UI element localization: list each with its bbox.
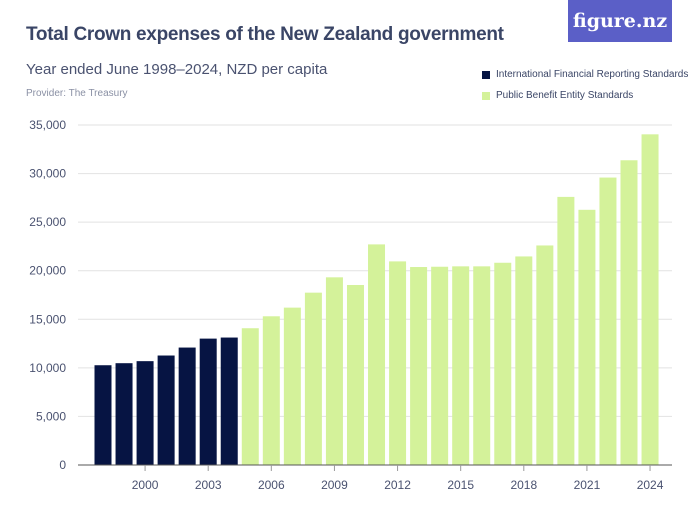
bar-2013 (410, 267, 428, 465)
bar-2023 (620, 160, 638, 465)
bar-2019 (536, 245, 554, 465)
x-tick-label: 2006 (258, 478, 285, 492)
bar-2008 (304, 292, 322, 465)
legend-swatch (482, 70, 490, 79)
bar-2001 (157, 355, 175, 465)
bar-2018 (515, 256, 533, 465)
y-tick-label: 25,000 (29, 215, 66, 229)
x-tick-label: 2024 (637, 478, 664, 492)
bar-2009 (325, 277, 343, 465)
bar-1999 (115, 363, 133, 465)
bar-2011 (368, 244, 386, 465)
bar-2005 (241, 328, 259, 465)
bar-2017 (494, 262, 512, 465)
bar-2020 (557, 196, 575, 465)
bar-2022 (599, 177, 617, 465)
figure-nz-logo[interactable]: figure.nz (568, 0, 672, 42)
bar-2000 (136, 361, 154, 465)
bar-2015 (452, 266, 470, 465)
y-tick-label: 5,000 (36, 409, 66, 423)
x-tick-label: 2018 (510, 478, 537, 492)
x-tick-label: 2000 (132, 478, 159, 492)
bar-2010 (346, 284, 364, 465)
legend-item-ifrs: International Financial Reporting Standa… (482, 64, 688, 85)
bar-2014 (431, 266, 449, 465)
y-tick-label: 20,000 (29, 264, 66, 278)
bar-2012 (389, 261, 407, 465)
bar-2004 (220, 337, 238, 465)
legend: International Financial Reporting Standa… (482, 64, 688, 106)
x-tick-label: 2009 (321, 478, 348, 492)
chart-title: Total Crown expenses of the New Zealand … (26, 24, 504, 45)
bar-1998 (94, 365, 112, 465)
y-tick-label: 35,000 (29, 118, 66, 132)
x-tick-label: 2012 (384, 478, 411, 492)
bar-2003 (199, 338, 217, 465)
legend-item-pbe: Public Benefit Entity Standards (482, 85, 688, 106)
y-tick-label: 10,000 (29, 361, 66, 375)
bar-2007 (283, 307, 301, 465)
y-tick-label: 15,000 (29, 312, 66, 326)
y-tick-label: 30,000 (29, 167, 66, 181)
bar-2006 (262, 316, 280, 465)
chart-subtitle: Year ended June 1998–2024, NZD per capit… (26, 61, 328, 78)
bar-2021 (578, 209, 596, 465)
x-tick-label: 2003 (195, 478, 222, 492)
legend-label: International Financial Reporting Standa… (496, 69, 689, 80)
x-tick-label: 2021 (574, 478, 601, 492)
bar-2002 (178, 347, 196, 465)
y-tick-label: 0 (59, 458, 66, 472)
x-tick-label: 2015 (447, 478, 474, 492)
legend-label: Public Benefit Entity Standards (496, 90, 634, 101)
bar-2024 (641, 134, 659, 465)
bar-2016 (473, 266, 491, 465)
legend-swatch (482, 91, 490, 100)
provider-text: Provider: The Treasury (26, 88, 128, 99)
